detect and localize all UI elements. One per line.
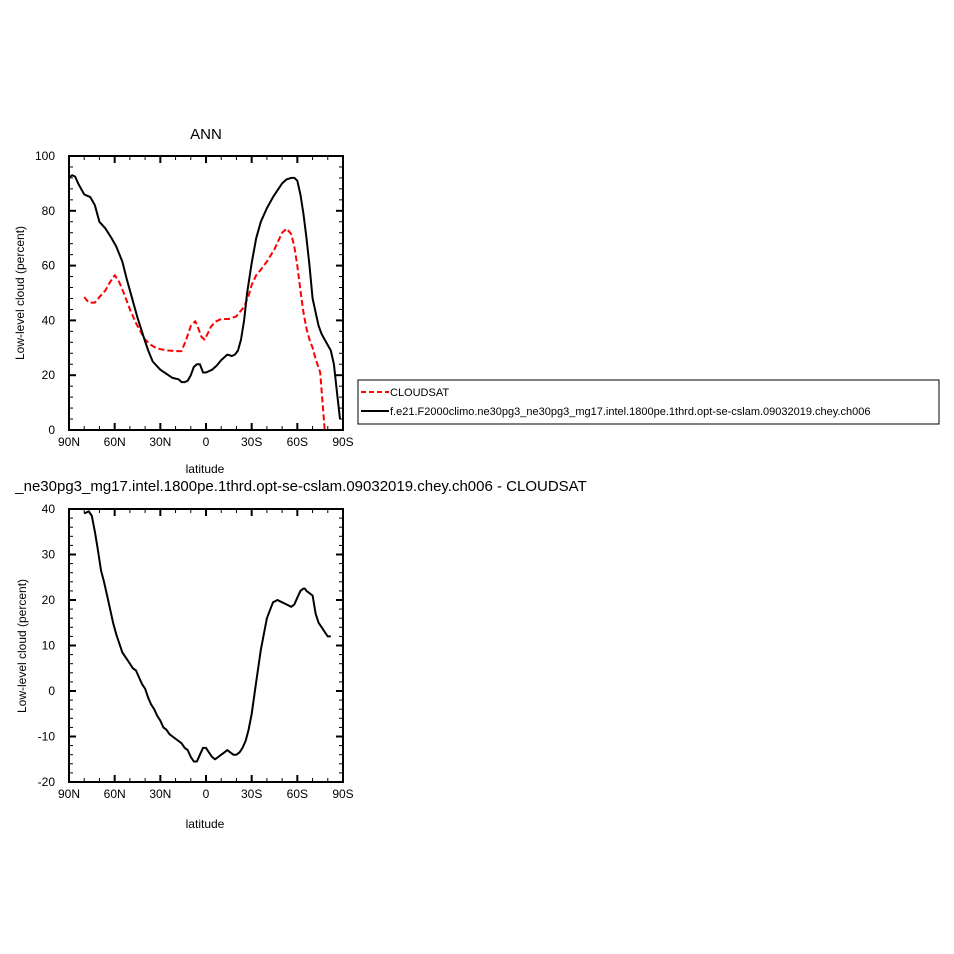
lower-x-tick-label: 90N xyxy=(58,787,80,801)
lower-y-tick-label: 0 xyxy=(48,684,55,698)
lower-x-tick-label: 0 xyxy=(203,787,210,801)
upper-y-tick-label: 0 xyxy=(48,423,55,437)
upper-x-tick-label: 30N xyxy=(149,435,171,449)
lower-chart-title: _ne30pg3_mg17.intel.1800pe.1thrd.opt-se-… xyxy=(14,478,586,495)
upper-x-tick-label: 30S xyxy=(241,435,262,449)
upper-x-tick-label: 0 xyxy=(203,435,210,449)
lower-x-tick-label: 60S xyxy=(287,787,308,801)
upper-x-tick-label: 90N xyxy=(58,435,80,449)
lower-y-tick-label: -10 xyxy=(38,730,56,744)
lower-y-tick-label: 40 xyxy=(42,502,56,516)
lower-panel: _ne30pg3_mg17.intel.1800pe.1thrd.opt-se-… xyxy=(14,478,586,831)
lower-y-tick-label: 30 xyxy=(42,548,56,562)
upper-x-tick-label: 90S xyxy=(332,435,353,449)
upper-chart-title: ANN xyxy=(190,126,222,143)
lower-x-axis-label: latitude xyxy=(186,817,225,831)
legend-entry-model: f.e21.F2000climo.ne30pg3_ne30pg3_mg17.in… xyxy=(390,406,870,418)
lower-plot-frame xyxy=(68,508,344,783)
upper-x-axis-label: latitude xyxy=(186,462,225,476)
lower-x-tick-label: 60N xyxy=(104,787,126,801)
upper-x-tick-label: 60N xyxy=(104,435,126,449)
upper-panel: ANN 90N 60N 30N 0 30S 60S 90S 0 20 40 60 80 100 lati… xyxy=(13,126,940,476)
upper-series-line-0 xyxy=(83,227,330,430)
lower-plot-area: 90N 60N 30N 0 30S 60S 90S -20 -10 0 10 20 30 40 xyxy=(38,502,354,801)
upper-y-tick-label: 20 xyxy=(42,368,56,382)
lower-series-line-0 xyxy=(83,510,331,763)
legend-entry-cloudsat: CLOUDSAT xyxy=(390,387,449,399)
legend-box xyxy=(357,379,940,425)
lower-y-tick-label: -20 xyxy=(38,775,56,789)
lower-x-tick-label: 30N xyxy=(149,787,171,801)
legend: CLOUDSAT f.e21.F2000climo.ne30pg3_ne30pg… xyxy=(357,379,940,425)
upper-x-tick-label: 60S xyxy=(287,435,308,449)
upper-plot-area: 90N 60N 30N 0 30S 60S 90S 0 20 40 60 80 100 xyxy=(35,149,354,449)
upper-y-tick-label: 80 xyxy=(42,204,56,218)
lower-y-tick-label: 10 xyxy=(42,639,56,653)
upper-y-tick-label: 60 xyxy=(42,259,56,273)
lower-x-tick-label: 90S xyxy=(332,787,353,801)
lower-x-tick-label: 30S xyxy=(241,787,262,801)
lower-y-axis-label: Low-level cloud (percent) xyxy=(15,579,29,713)
lower-y-tick-label: 20 xyxy=(42,593,56,607)
upper-y-axis-label: Low-level cloud (percent) xyxy=(13,226,27,360)
upper-y-tick-label: 40 xyxy=(42,313,56,327)
upper-plot-frame xyxy=(68,155,344,431)
upper-y-tick-label: 100 xyxy=(35,149,55,163)
upper-series-line-1 xyxy=(69,174,341,420)
